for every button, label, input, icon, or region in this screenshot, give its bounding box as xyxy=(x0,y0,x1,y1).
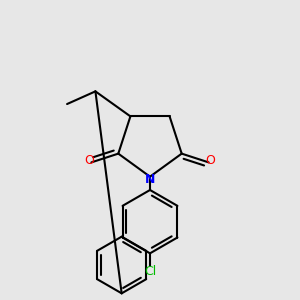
Text: Cl: Cl xyxy=(144,265,156,278)
Text: O: O xyxy=(85,154,94,167)
Text: N: N xyxy=(145,173,155,186)
Text: O: O xyxy=(206,154,215,167)
